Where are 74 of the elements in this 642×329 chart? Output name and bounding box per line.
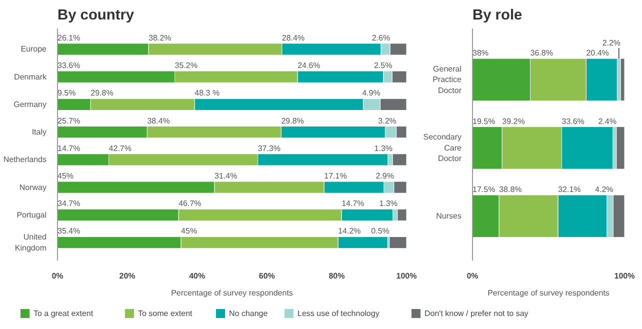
data-label: 33.6% xyxy=(562,116,584,126)
chart-title: By role xyxy=(472,8,522,24)
data-label: 29.8% xyxy=(281,116,304,126)
chart-title: By country xyxy=(58,8,135,24)
data-label: 38.2% xyxy=(148,33,172,42)
data-label: 2.2% xyxy=(602,38,621,48)
data-label: 42.7% xyxy=(108,144,132,153)
x-tick-label: 20% xyxy=(119,272,136,280)
data-label: 2.9% xyxy=(376,172,394,181)
x-tick-label: 60% xyxy=(258,272,275,280)
x-tick-label: 40% xyxy=(189,272,206,280)
x-tick-label: 100% xyxy=(614,272,635,280)
data-label: 36.8% xyxy=(530,48,553,58)
data-label: 28.4% xyxy=(282,33,305,42)
data-label: 33.6% xyxy=(58,61,80,70)
y-tick-label: Netherlands xyxy=(3,155,47,164)
data-label: 9.5% xyxy=(58,88,76,98)
y-tick-label: Norway xyxy=(19,182,47,192)
data-label: 20.4% xyxy=(586,48,609,58)
y-tick-label: United Kingdom xyxy=(14,232,47,252)
data-label: 24.6% xyxy=(298,61,320,70)
data-label: 38% xyxy=(472,48,489,58)
data-label: 14.7% xyxy=(342,199,364,208)
data-label: 2.5% xyxy=(374,61,392,70)
data-label: 37.3% xyxy=(258,144,281,153)
data-label: 17.5% xyxy=(472,184,496,194)
data-label: 4.2% xyxy=(595,184,614,194)
y-tick-label: Nurses xyxy=(436,212,462,221)
data-label: 31.4% xyxy=(214,172,238,181)
data-label: 1.3% xyxy=(379,199,398,208)
data-label: 29.8% xyxy=(90,88,114,98)
y-tick-label: Secondary Care Doctor xyxy=(423,132,462,164)
data-label: 2.4% xyxy=(598,116,616,126)
y-tick-label: Italy xyxy=(32,128,46,137)
legend-label: To some extent xyxy=(138,309,194,318)
y-tick-label: Portugal xyxy=(16,210,47,220)
legend-label: No change xyxy=(229,309,268,318)
data-label: 38.4% xyxy=(147,116,170,126)
data-label: 39.2% xyxy=(502,116,525,126)
data-label: 14.7% xyxy=(58,144,80,153)
data-label: 17.1% xyxy=(324,172,347,181)
y-tick-label: General Practice Doctor xyxy=(432,64,462,95)
data-label: 35.2% xyxy=(174,61,198,70)
data-label: 35.4% xyxy=(58,226,80,236)
x-axis-title: Percentage of survey respondents xyxy=(488,288,610,298)
data-label: 45% xyxy=(181,226,198,236)
bar xyxy=(616,126,624,170)
data-label: 45% xyxy=(58,172,74,181)
data-label: 1.3% xyxy=(374,144,393,153)
data-label: 14.2% xyxy=(338,226,361,236)
data-label: 26.1% xyxy=(58,33,80,42)
legend-label: Less use of technology xyxy=(298,309,380,318)
x-tick-label: 0% xyxy=(52,272,64,280)
legend-label: Don't know / prefer not to say xyxy=(424,309,528,318)
data-label: 46.7% xyxy=(178,199,202,208)
y-tick-label: Europe xyxy=(20,44,48,54)
y-tick-label: Denmark xyxy=(14,72,48,82)
x-tick-label: 100% xyxy=(396,272,417,280)
data-label: 0.5% xyxy=(371,226,390,236)
x-axis-title: Percentage of survey respondents xyxy=(171,288,293,298)
x-tick-label: 80% xyxy=(328,272,345,280)
x-tick-label: 0% xyxy=(466,272,478,280)
data-label: 32.1% xyxy=(558,184,581,194)
data-label: 3.2% xyxy=(378,116,396,126)
legend-label: To a great extent xyxy=(34,309,94,318)
data-label: 48.3 % xyxy=(194,88,220,98)
data-label: 25.7% xyxy=(58,116,80,126)
data-label: 38.8% xyxy=(499,184,522,194)
data-label: 2.6% xyxy=(372,33,390,42)
data-label: 34.7% xyxy=(58,199,80,208)
y-tick-label: Germany xyxy=(14,100,47,109)
data-label: 4.9% xyxy=(362,88,380,98)
bar xyxy=(620,58,624,102)
data-label: 19.5% xyxy=(472,116,496,126)
